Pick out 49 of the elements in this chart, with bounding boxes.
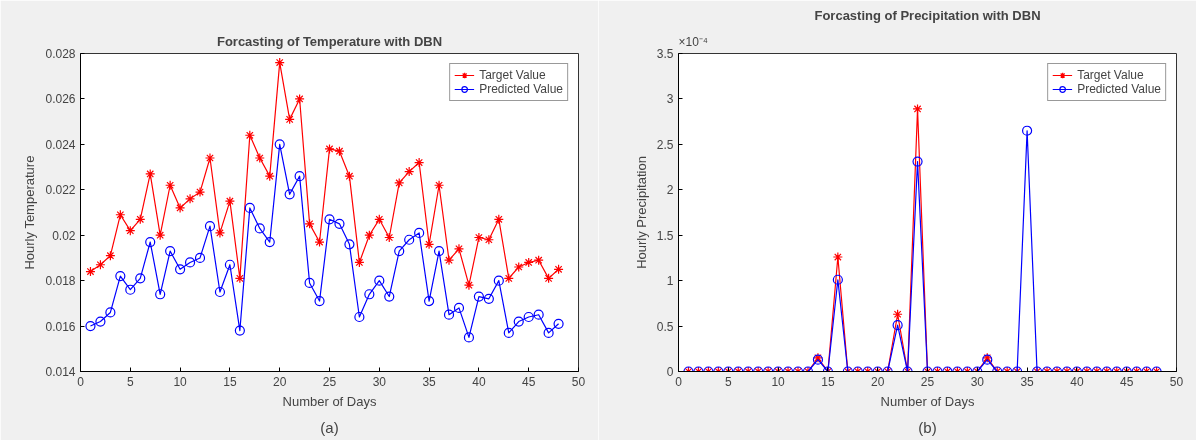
x-tick-label: 35 [1020, 374, 1035, 389]
text: (b) [918, 418, 937, 436]
legend-label: Target Value [479, 68, 546, 82]
x-tick-label: 40 [1070, 374, 1084, 389]
y-tick-label: 0.022 [45, 183, 76, 198]
chart-title: Forcasting of Precipitation with DBN [814, 7, 1041, 23]
x-axis-title: Number of Days [880, 393, 975, 409]
y-tick-label: 0.014 [45, 365, 76, 379]
x-tick-label: 10 [173, 374, 188, 389]
y-tick-label: 2.5 [656, 137, 674, 152]
y-tick-label: 0.024 [45, 137, 76, 152]
y-axis-title: Hourly Precipitation [633, 156, 649, 269]
y-tick-label: 1.5 [656, 228, 674, 243]
y-tick-label: 3.5 [656, 47, 674, 61]
x-tick-label: 20 [871, 374, 885, 389]
y-tick-label: 0.028 [45, 47, 76, 61]
y-tick-label: 0.02 [52, 228, 76, 243]
y-tick-label: 0.016 [45, 319, 76, 334]
y-tick-label: 1 [666, 274, 674, 289]
x-axis-title: Number of Days [282, 393, 377, 409]
text: ×10⁻⁴ [678, 34, 709, 49]
x-tick-label: 30 [372, 374, 387, 389]
legend-label: Predicted Value [1077, 82, 1161, 96]
x-tick-label: 25 [920, 374, 935, 389]
x-tick-label: 15 [223, 374, 237, 389]
legend-label: Target Value [1077, 68, 1144, 82]
chart-title: Forcasting of Temperature with DBN [216, 33, 443, 49]
x-tick-label: 35 [422, 374, 437, 389]
text: (a) [320, 418, 339, 436]
x-tick-label: 15 [821, 374, 835, 389]
x-tick-label: 45 [1120, 374, 1134, 389]
y-tick-label: 0 [666, 365, 674, 379]
x-tick-label: 20 [273, 374, 287, 389]
x-tick-label: 10 [771, 374, 786, 389]
x-tick-label: 5 [126, 374, 134, 389]
x-tick-label: 40 [472, 374, 486, 389]
x-tick-label: 30 [970, 374, 985, 389]
y-tick-label: 2 [666, 183, 674, 198]
x-tick-label: 25 [322, 374, 337, 389]
x-tick-label: 5 [724, 374, 732, 389]
legend-label: Predicted Value [479, 82, 563, 96]
y-axis-title: Hourly Temperature [22, 155, 38, 270]
y-tick-label: 0.018 [45, 274, 76, 289]
x-tick-label: 45 [522, 374, 536, 389]
y-tick-label: 0.5 [656, 319, 674, 334]
y-tick-label: 0.026 [45, 92, 76, 107]
y-tick-label: 3 [666, 92, 674, 107]
x-tick-label: 50 [1169, 374, 1184, 389]
x-tick-label: 50 [571, 374, 586, 389]
